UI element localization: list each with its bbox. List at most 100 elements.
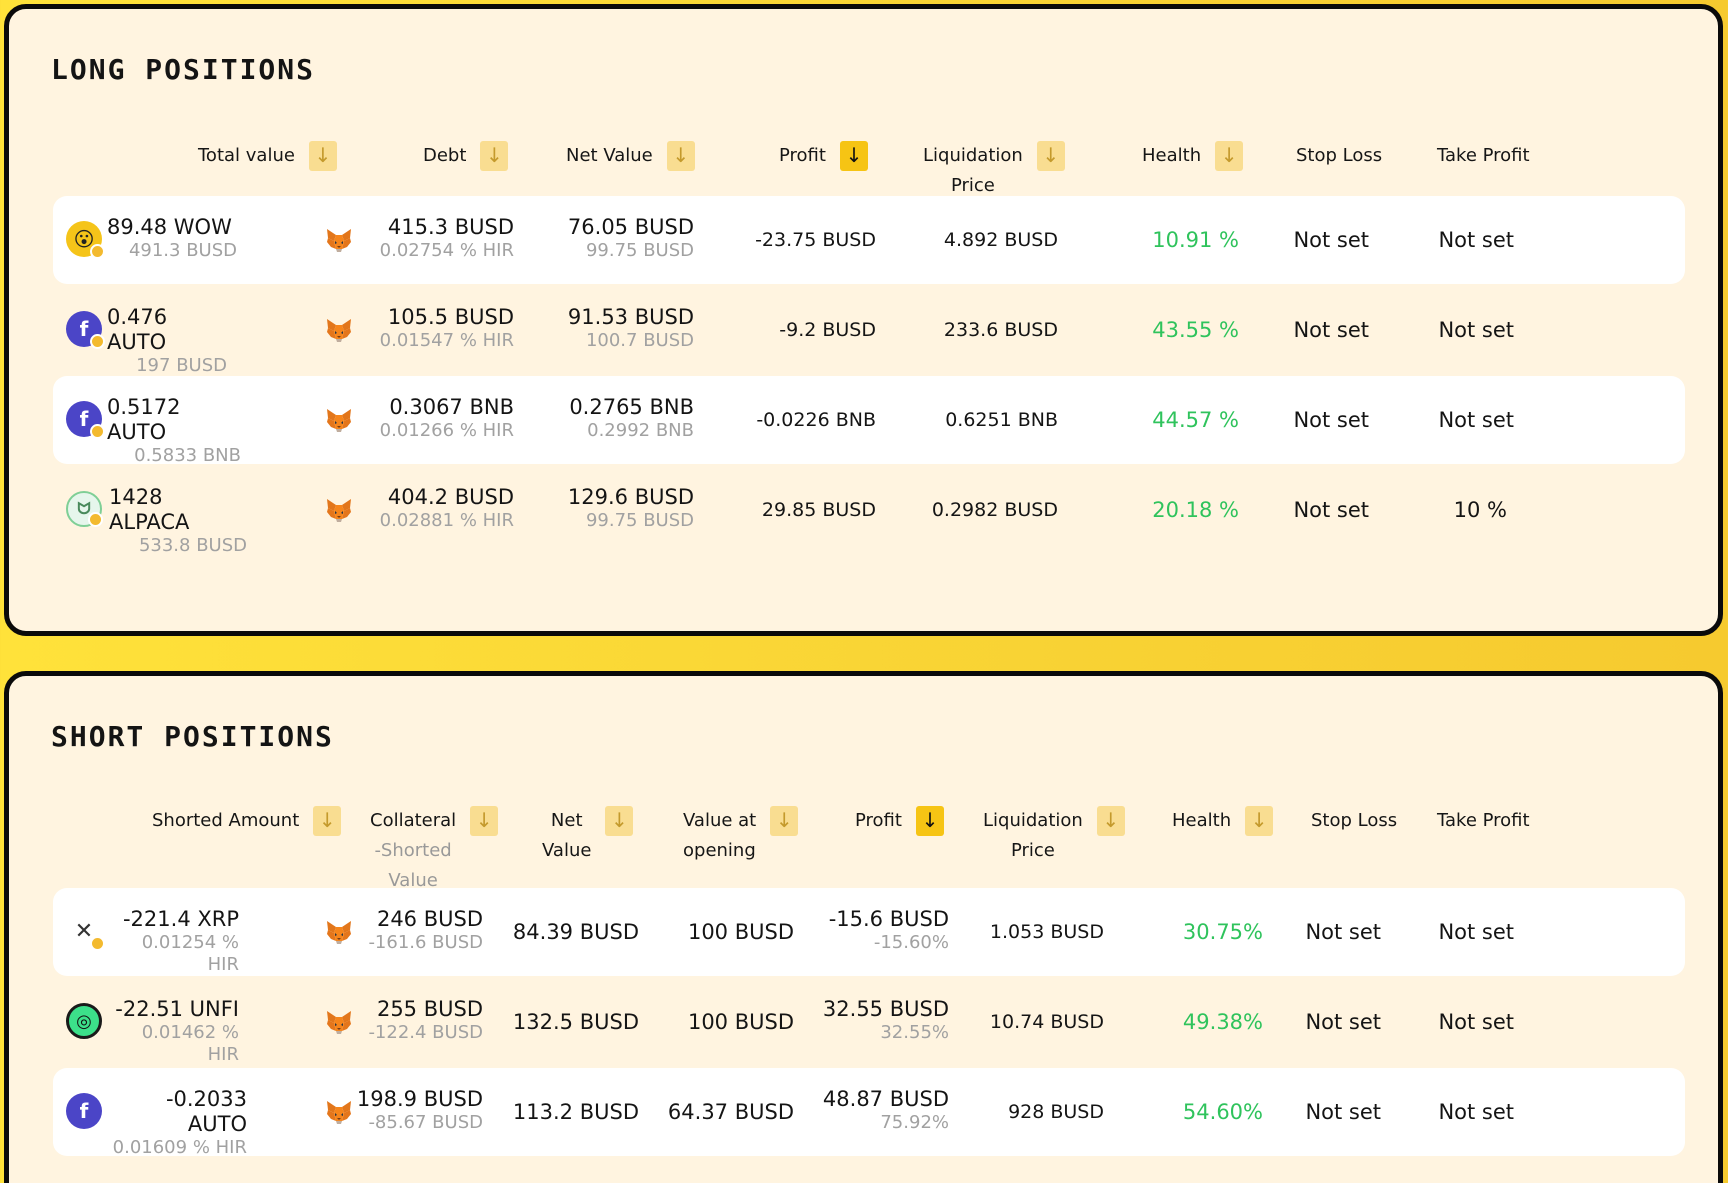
take-profit-value[interactable]: Not set: [1438, 1010, 1514, 1034]
auto-token-icon: f: [66, 1093, 102, 1129]
sort-arrow-down-icon[interactable]: ↓: [1096, 806, 1125, 836]
sort-arrow-down-icon[interactable]: ↓: [770, 806, 799, 836]
health-value: 49.38%: [1182, 1010, 1263, 1034]
header-total-value[interactable]: Total value ↓: [198, 141, 337, 171]
sort-arrow-down-icon[interactable]: ↓: [915, 806, 944, 836]
value-at-opening: 100 BUSD: [687, 920, 794, 944]
take-profit-value[interactable]: Not set: [1438, 1100, 1514, 1124]
header-profit[interactable]: Profit ↓: [855, 806, 944, 836]
take-profit-value[interactable]: Not set: [1438, 920, 1514, 944]
table-row[interactable]: ᗢ 1428 ALPACA 533.8 BUSD 404.2 BUSD 0.02…: [53, 466, 1685, 556]
stop-loss-value[interactable]: Not set: [1293, 318, 1369, 342]
net-value: 84.39 BUSD: [512, 920, 639, 944]
header-shorted-amount[interactable]: Shorted Amount ↓: [152, 806, 342, 836]
position-amount: 0.476 AUTO: [107, 305, 168, 354]
net-value: 129.6 BUSD: [567, 485, 694, 509]
health-value: 54.60%: [1182, 1100, 1263, 1124]
header-net-value[interactable]: Net Value ↓: [542, 806, 634, 866]
health-value: 44.57 %: [1152, 408, 1239, 432]
sort-arrow-down-icon[interactable]: ↓: [470, 806, 499, 836]
profit-value: -0.0226 BNB: [756, 409, 876, 431]
table-row[interactable]: ✕ -221.4 XRP 0.01254 % HIR 246 BUSD -161…: [53, 888, 1685, 976]
header-label: Profit: [855, 810, 902, 831]
header-label: Debt: [423, 145, 467, 166]
take-profit-value[interactable]: Not set: [1438, 318, 1514, 342]
sort-arrow-down-icon[interactable]: ↓: [1245, 806, 1274, 836]
metamask-fox-icon: [325, 1098, 353, 1126]
header-net-value[interactable]: Net Value ↓: [566, 141, 695, 171]
wow-token-icon: 😮: [66, 221, 105, 259]
header-profit[interactable]: Profit ↓: [779, 141, 868, 171]
stop-loss-value[interactable]: Not set: [1305, 920, 1381, 944]
debt-value: 0.3067 BNB: [389, 395, 514, 419]
header-label: Stop Loss: [1296, 145, 1383, 166]
position-amount-sub: 491.3 BUSD: [128, 240, 237, 261]
sort-arrow-down-icon[interactable]: ↓: [839, 141, 868, 171]
stop-loss-value[interactable]: Not set: [1293, 228, 1369, 252]
shorted-amount: -22.51 UNFI: [115, 997, 239, 1021]
take-profit-value[interactable]: 10 %: [1453, 498, 1507, 522]
collateral-shorted-value: -85.67 BUSD: [368, 1112, 483, 1133]
sort-arrow-down-icon[interactable]: ↓: [1215, 141, 1244, 171]
position-amount: 0.5172 AUTO: [107, 395, 181, 444]
header-label: Take Profit: [1437, 145, 1530, 166]
profit-percent: 32.55%: [880, 1022, 949, 1043]
header-health[interactable]: Health ↓: [1142, 141, 1244, 171]
metamask-fox-icon: [325, 316, 353, 344]
sort-arrow-down-icon[interactable]: ↓: [666, 141, 695, 171]
net-value-sub: 100.7 BUSD: [585, 330, 694, 351]
take-profit-value[interactable]: Not set: [1438, 228, 1514, 252]
header-label: Value: [388, 870, 438, 891]
shorted-amount: -221.4 XRP: [122, 907, 239, 931]
health-value: 43.55 %: [1152, 318, 1239, 342]
header-label: Total value: [198, 145, 295, 166]
profit-value: 32.55 BUSD: [822, 997, 949, 1021]
sort-arrow-down-icon[interactable]: ↓: [480, 141, 509, 171]
sort-arrow-down-icon[interactable]: ↓: [605, 806, 634, 836]
collateral-shorted-value: -161.6 BUSD: [368, 932, 483, 953]
health-value: 30.75%: [1182, 920, 1263, 944]
sort-arrow-down-icon[interactable]: ↓: [308, 141, 337, 171]
position-amount-sub: 533.8 BUSD: [138, 535, 247, 556]
net-value: 91.53 BUSD: [567, 305, 694, 329]
stop-loss-value[interactable]: Not set: [1293, 498, 1369, 522]
liquidation-price: 0.6251 BNB: [945, 409, 1058, 431]
sort-arrow-down-icon[interactable]: ↓: [1036, 141, 1065, 171]
stop-loss-value[interactable]: Not set: [1293, 408, 1369, 432]
header-label: Price: [950, 175, 995, 196]
liquidation-price: 1.053 BUSD: [989, 921, 1104, 943]
header-label: Take Profit: [1437, 810, 1530, 831]
table-row[interactable]: f -0.2033 AUTO 0.01609 % HIR 198.9 BUSD …: [53, 1068, 1685, 1158]
short-positions-panel: SHORT POSITIONS Shorted Amount ↓ Collate…: [4, 671, 1723, 1183]
header-label: Net Value: [566, 145, 653, 166]
header-value-at-opening[interactable]: Value at opening ↓: [683, 806, 799, 866]
stop-loss-value[interactable]: Not set: [1305, 1010, 1381, 1034]
debt-hir: 0.02881 % HIR: [379, 510, 514, 531]
take-profit-value[interactable]: Not set: [1438, 408, 1514, 432]
collateral-value: 198.9 BUSD: [356, 1087, 483, 1111]
table-row[interactable]: 😮 89.48 WOW 491.3 BUSD 415.3 BUSD 0.0275…: [53, 196, 1685, 284]
sort-arrow-down-icon[interactable]: ↓: [313, 806, 342, 836]
metamask-fox-icon: [325, 918, 353, 946]
header-label: Value: [542, 840, 592, 861]
debt-hir: 0.02754 % HIR: [379, 240, 514, 261]
table-row[interactable]: f 0.5172 AUTO 0.5833 BNB 0.3067 BNB 0.01…: [53, 376, 1685, 466]
auto-token-icon: f: [66, 311, 105, 349]
auto-token-icon: f: [66, 401, 105, 439]
header-liquidation-price[interactable]: Liquidation Price ↓: [983, 806, 1125, 866]
net-value-sub: 0.2992 BNB: [587, 420, 694, 441]
header-debt[interactable]: Debt ↓: [423, 141, 509, 171]
header-health[interactable]: Health ↓: [1172, 806, 1274, 836]
liquidation-price: 4.892 BUSD: [943, 229, 1058, 251]
debt-value: 404.2 BUSD: [387, 485, 514, 509]
net-value: 113.2 BUSD: [512, 1100, 639, 1124]
table-row[interactable]: f 0.476 AUTO 197 BUSD 105.5 BUSD 0.01547…: [53, 286, 1685, 376]
header-liquidation-price[interactable]: Liquidation Price ↓: [923, 141, 1065, 201]
debt-hir: 0.01547 % HIR: [379, 330, 514, 351]
net-value-sub: 99.75 BUSD: [585, 510, 694, 531]
net-value: 76.05 BUSD: [567, 215, 694, 239]
table-row[interactable]: ◎ -22.51 UNFI 0.01462 % HIR 255 BUSD -12…: [53, 978, 1685, 1066]
header-collateral[interactable]: Collateral -Shorted Value ↓: [370, 806, 499, 896]
debt-value: 105.5 BUSD: [387, 305, 514, 329]
stop-loss-value[interactable]: Not set: [1305, 1100, 1381, 1124]
